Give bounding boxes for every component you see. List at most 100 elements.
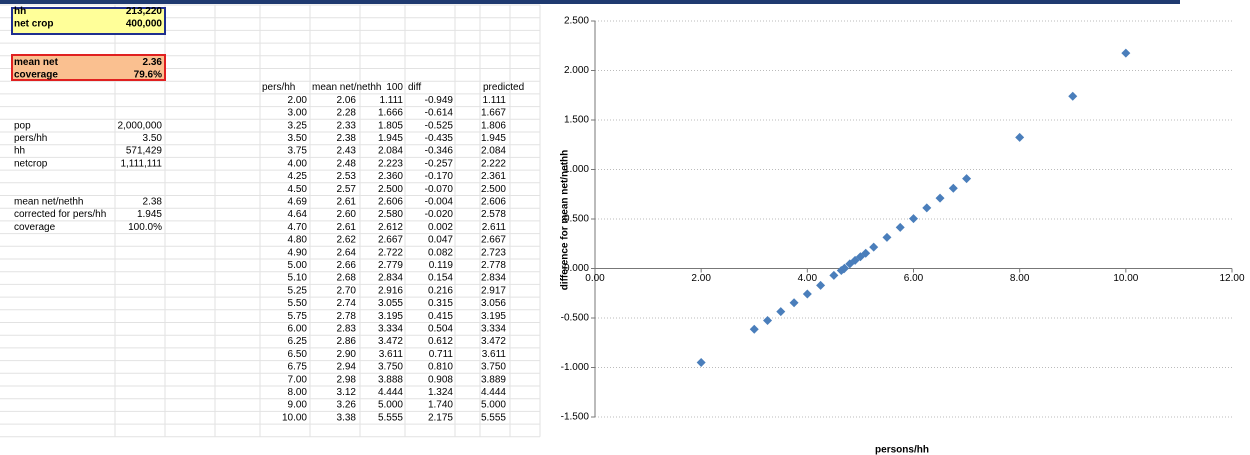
data-point bbox=[861, 248, 871, 258]
data-point bbox=[962, 174, 972, 184]
table-cell: -0.070 bbox=[425, 184, 454, 195]
data-point bbox=[882, 232, 892, 242]
column-header: diff bbox=[408, 82, 421, 93]
table-cell: 2.28 bbox=[337, 108, 357, 119]
data-point bbox=[935, 193, 945, 203]
column-header: mean net/nethh bbox=[312, 82, 382, 93]
table-cell: 2.834 bbox=[378, 273, 403, 284]
cell-value: 3.50 bbox=[143, 133, 163, 144]
table-cell: 0.002 bbox=[428, 222, 453, 233]
table-cell: -0.346 bbox=[425, 146, 454, 157]
data-point bbox=[948, 183, 958, 193]
table-cell: 5.10 bbox=[288, 273, 308, 284]
table-cell: 5.000 bbox=[481, 400, 506, 411]
table-cell: 2.64 bbox=[337, 247, 357, 258]
table-cell: 2.722 bbox=[378, 247, 403, 258]
table-cell: 0.047 bbox=[428, 235, 453, 246]
table-cell: 2.175 bbox=[428, 412, 453, 423]
data-point bbox=[1015, 132, 1025, 142]
cell-label: mean net bbox=[14, 57, 59, 68]
cell-label: corrected for pers/hh bbox=[14, 209, 106, 220]
table-cell: 2.61 bbox=[337, 222, 357, 233]
table-cell: 2.606 bbox=[481, 196, 506, 207]
cell-label: coverage bbox=[14, 69, 58, 80]
data-point bbox=[829, 270, 839, 280]
table-cell: -0.435 bbox=[425, 133, 454, 144]
table-cell: 2.48 bbox=[337, 158, 357, 169]
table-cell: 3.75 bbox=[288, 146, 308, 157]
data-point bbox=[1121, 48, 1131, 58]
y-tick-label: 2.500 bbox=[564, 16, 589, 27]
table-cell: 1.111 bbox=[482, 95, 506, 106]
input-box bbox=[11, 7, 166, 35]
table-cell: 4.90 bbox=[288, 247, 308, 258]
table-cell: 1.667 bbox=[481, 108, 506, 119]
table-cell: 4.69 bbox=[288, 196, 308, 207]
cell-value: 100.0% bbox=[128, 222, 162, 233]
table-cell: 1.945 bbox=[378, 133, 403, 144]
table-cell: 0.315 bbox=[428, 298, 453, 309]
table-cell: 1.324 bbox=[428, 387, 453, 398]
data-point bbox=[802, 289, 812, 299]
table-cell: 0.415 bbox=[428, 311, 453, 322]
table-cell: 2.667 bbox=[378, 235, 403, 246]
x-tick-label: 12.00 bbox=[1219, 273, 1244, 284]
table-cell: 2.580 bbox=[378, 209, 403, 220]
cell-value: 79.6% bbox=[134, 69, 162, 80]
data-point bbox=[763, 315, 773, 325]
table-cell: 1.945 bbox=[481, 133, 506, 144]
table-cell: -0.170 bbox=[425, 171, 454, 182]
y-tick-label: 1.000 bbox=[564, 164, 589, 175]
column-header: predicted bbox=[483, 82, 524, 93]
table-cell: 4.25 bbox=[288, 171, 308, 182]
table-cell: 2.86 bbox=[337, 336, 357, 347]
data-point bbox=[816, 280, 826, 290]
table-cell: 2.500 bbox=[481, 184, 506, 195]
x-tick-label: 8.00 bbox=[1010, 273, 1030, 284]
table-cell: 0.216 bbox=[428, 285, 453, 296]
table-cell: 4.80 bbox=[288, 235, 308, 246]
data-point bbox=[922, 203, 932, 213]
data-point bbox=[839, 263, 849, 273]
table-cell: -0.257 bbox=[425, 158, 454, 169]
table-cell: -0.614 bbox=[425, 108, 454, 119]
table-cell: 2.38 bbox=[337, 133, 357, 144]
table-cell: 2.61 bbox=[337, 196, 357, 207]
table-cell: 1.740 bbox=[428, 400, 453, 411]
table-cell: 2.68 bbox=[337, 273, 357, 284]
table-cell: 0.810 bbox=[428, 362, 453, 373]
table-cell: 5.000 bbox=[378, 400, 403, 411]
table-cell: 2.90 bbox=[337, 349, 357, 360]
table-cell: 3.195 bbox=[378, 311, 403, 322]
y-tick-label: 0.000 bbox=[564, 263, 589, 274]
table-cell: 2.33 bbox=[337, 120, 357, 131]
table-cell: 1.666 bbox=[378, 108, 403, 119]
table-cell: 9.00 bbox=[288, 400, 308, 411]
table-cell: 3.056 bbox=[481, 298, 506, 309]
y-axis-label: difference for mean net/nethh bbox=[560, 150, 571, 291]
cell-label: netcrop bbox=[14, 158, 48, 169]
cell-value: 2.36 bbox=[143, 57, 163, 68]
table-cell: 3.334 bbox=[481, 323, 506, 334]
data-point bbox=[895, 222, 905, 232]
table-cell: 1.806 bbox=[481, 120, 506, 131]
table-cell: 5.555 bbox=[378, 412, 403, 423]
table-cell: 2.611 bbox=[482, 222, 507, 233]
table-cell: 10.00 bbox=[282, 412, 307, 423]
table-cell: 5.555 bbox=[481, 412, 506, 423]
data-point bbox=[850, 255, 860, 265]
x-tick-label: 6.00 bbox=[904, 273, 924, 284]
cell-label: coverage bbox=[14, 222, 56, 233]
x-tick-label: 10.00 bbox=[1113, 273, 1138, 284]
table-cell: 2.667 bbox=[481, 235, 506, 246]
data-point bbox=[776, 307, 786, 317]
table-cell: 3.472 bbox=[481, 336, 506, 347]
table-cell: 1.111 bbox=[379, 95, 403, 106]
table-cell: 0.082 bbox=[428, 247, 453, 258]
data-point bbox=[749, 324, 759, 334]
cell-label: mean net/nethh bbox=[14, 196, 84, 207]
y-tick-label: 0.500 bbox=[564, 214, 589, 225]
table-cell: 8.00 bbox=[288, 387, 308, 398]
table-cell: 2.98 bbox=[337, 374, 357, 385]
